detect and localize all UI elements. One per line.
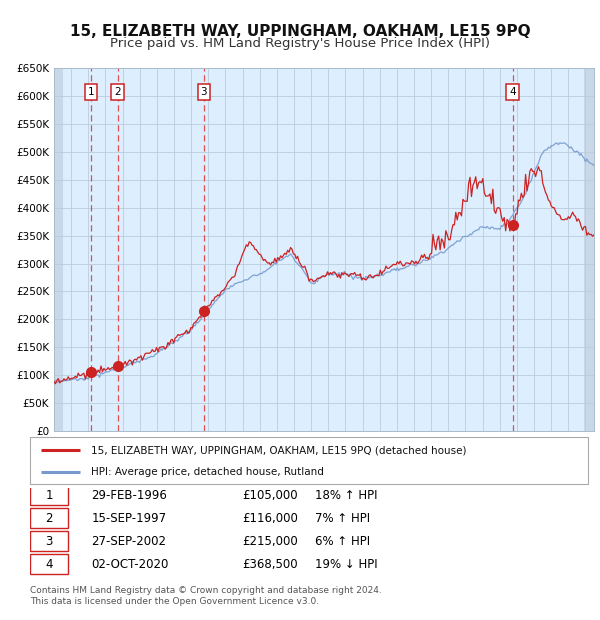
Text: £215,000: £215,000 xyxy=(242,534,298,547)
Text: 15, ELIZABETH WAY, UPPINGHAM, OAKHAM, LE15 9PQ (detached house): 15, ELIZABETH WAY, UPPINGHAM, OAKHAM, LE… xyxy=(91,445,467,455)
FancyBboxPatch shape xyxy=(30,485,68,505)
Text: £116,000: £116,000 xyxy=(242,512,298,525)
Text: £105,000: £105,000 xyxy=(242,489,298,502)
Text: Price paid vs. HM Land Registry's House Price Index (HPI): Price paid vs. HM Land Registry's House … xyxy=(110,37,490,50)
Text: 19% ↓ HPI: 19% ↓ HPI xyxy=(314,557,377,570)
Text: £368,500: £368,500 xyxy=(242,557,298,570)
Bar xyxy=(54,68,62,431)
Text: 02-OCT-2020: 02-OCT-2020 xyxy=(91,557,169,570)
Text: 29-FEB-1996: 29-FEB-1996 xyxy=(91,489,167,502)
Text: Contains HM Land Registry data © Crown copyright and database right 2024.
This d: Contains HM Land Registry data © Crown c… xyxy=(30,587,382,606)
Text: 1: 1 xyxy=(45,489,53,502)
Text: 27-SEP-2002: 27-SEP-2002 xyxy=(91,534,166,547)
Text: HPI: Average price, detached house, Rutland: HPI: Average price, detached house, Rutl… xyxy=(91,467,324,477)
Text: 4: 4 xyxy=(509,87,516,97)
FancyBboxPatch shape xyxy=(30,531,68,551)
FancyBboxPatch shape xyxy=(30,508,68,528)
Text: 18% ↑ HPI: 18% ↑ HPI xyxy=(314,489,377,502)
Text: 6% ↑ HPI: 6% ↑ HPI xyxy=(314,534,370,547)
Text: 2: 2 xyxy=(114,87,121,97)
Bar xyxy=(584,68,594,431)
Text: 2: 2 xyxy=(45,512,53,525)
Text: 15-SEP-1997: 15-SEP-1997 xyxy=(91,512,167,525)
Text: 3: 3 xyxy=(45,534,53,547)
FancyBboxPatch shape xyxy=(30,437,588,484)
Text: 1: 1 xyxy=(88,87,94,97)
Text: 3: 3 xyxy=(200,87,207,97)
FancyBboxPatch shape xyxy=(30,554,68,574)
Text: 15, ELIZABETH WAY, UPPINGHAM, OAKHAM, LE15 9PQ: 15, ELIZABETH WAY, UPPINGHAM, OAKHAM, LE… xyxy=(70,24,530,38)
Text: 7% ↑ HPI: 7% ↑ HPI xyxy=(314,512,370,525)
Text: 4: 4 xyxy=(45,557,53,570)
